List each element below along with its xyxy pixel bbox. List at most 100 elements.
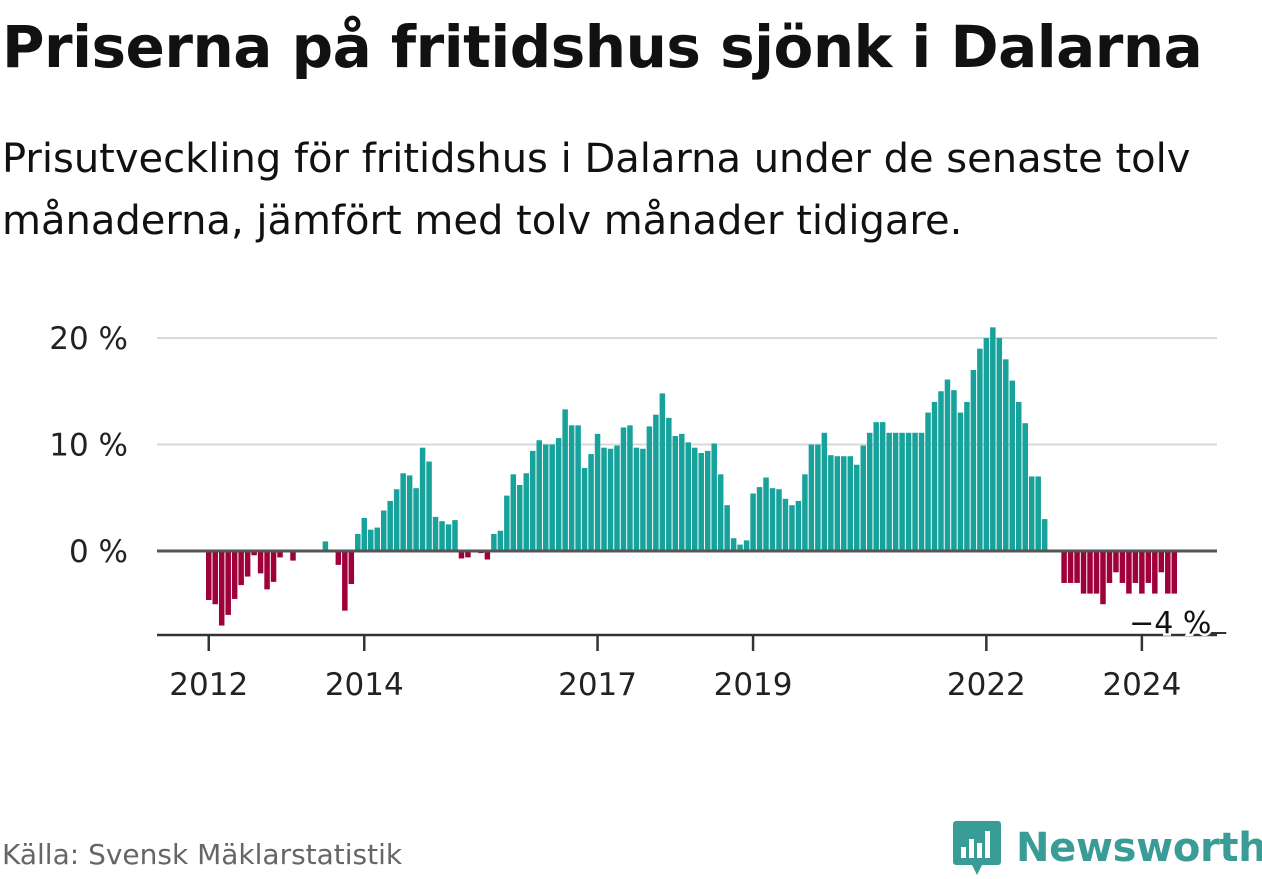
bar: [743, 540, 750, 551]
bar: [776, 489, 782, 551]
bar: [653, 414, 659, 551]
bar: [342, 551, 348, 611]
bar: [452, 520, 458, 552]
bar: [964, 401, 970, 551]
bar: [679, 433, 685, 551]
bar: [387, 500, 393, 551]
x-tick-label: 2024: [1102, 667, 1181, 703]
bar: [886, 432, 892, 551]
bar: [931, 401, 938, 551]
bar: [218, 551, 225, 626]
bar: [406, 475, 413, 551]
bar: [594, 433, 601, 551]
chart-subtitle: Prisutveckling för fritidshus i Dalarna …: [2, 136, 1191, 244]
bar: [439, 521, 445, 551]
bar: [698, 453, 704, 551]
bar: [549, 444, 555, 551]
bar: [977, 348, 983, 551]
bar: [925, 412, 931, 551]
bar: [659, 393, 666, 551]
bar: [536, 440, 542, 551]
bar: [763, 477, 769, 551]
source-note: Källa: Svensk Mäklarstatistik: [2, 838, 403, 871]
bar: [393, 489, 400, 551]
bar: [581, 467, 588, 551]
bar: [646, 426, 653, 551]
bar: [944, 379, 951, 551]
bar: [445, 524, 452, 552]
bar: [640, 448, 646, 551]
bar: [562, 409, 568, 552]
bar: [497, 530, 504, 551]
bar: [1035, 476, 1041, 551]
bar: [1080, 551, 1087, 594]
bar: [1074, 551, 1080, 583]
x-tick-label: 2012: [169, 667, 248, 703]
x-tick-label: 2019: [714, 667, 793, 703]
bar: [244, 551, 251, 577]
bar: [588, 454, 594, 551]
bar: [990, 327, 996, 551]
bar: [491, 533, 497, 551]
bar: [530, 450, 536, 551]
bar: [854, 464, 860, 552]
bar: [847, 456, 854, 551]
bar: [270, 551, 277, 582]
bar: [769, 488, 776, 551]
bar: [1145, 551, 1152, 583]
bar: [795, 500, 802, 551]
bar: [808, 444, 815, 551]
bar: [458, 551, 465, 559]
y-tick-label: 0 %: [69, 534, 128, 570]
bar: [627, 425, 633, 551]
bar: [724, 505, 730, 551]
bar: [277, 551, 283, 558]
bar: [1009, 380, 1016, 551]
bar: [918, 432, 925, 551]
bar: [1100, 551, 1106, 605]
bar: [432, 516, 439, 551]
bar: [575, 425, 581, 551]
bar: [1016, 401, 1022, 551]
bar: [737, 544, 743, 551]
y-tick-label: 20 %: [49, 321, 128, 357]
bar: [374, 527, 380, 551]
bar: [1106, 551, 1113, 583]
bar: [614, 445, 620, 551]
bar: [413, 488, 419, 551]
bar: [717, 474, 724, 551]
bar: [251, 551, 257, 556]
bar: [750, 493, 756, 551]
bar: [912, 432, 918, 551]
x-tick-label: 2017: [558, 667, 637, 703]
bar: [400, 473, 406, 551]
bar: [568, 425, 575, 551]
bar: [264, 551, 270, 590]
bar: [620, 427, 627, 551]
bar: [517, 484, 523, 551]
bar: [905, 432, 912, 551]
bar: [860, 445, 866, 551]
bar: [504, 495, 510, 551]
bar: [542, 444, 549, 551]
bar: [873, 422, 879, 551]
bar: [1087, 551, 1093, 594]
bar: [231, 551, 238, 599]
bar: [782, 498, 789, 551]
bar: [257, 551, 264, 574]
bar: [1165, 551, 1171, 594]
bar: [866, 432, 873, 551]
bar: [465, 551, 471, 558]
bar: [730, 538, 737, 551]
bar: [756, 487, 763, 551]
bar: [225, 551, 231, 615]
bar: [212, 551, 218, 605]
bar: [348, 551, 355, 585]
bar: [938, 391, 944, 551]
bar: [555, 438, 562, 551]
bar: [1126, 551, 1132, 594]
bar: [666, 417, 672, 552]
brand-logo: Newsworthy: [952, 818, 1262, 878]
bar: [951, 390, 957, 551]
bar: [206, 551, 212, 600]
